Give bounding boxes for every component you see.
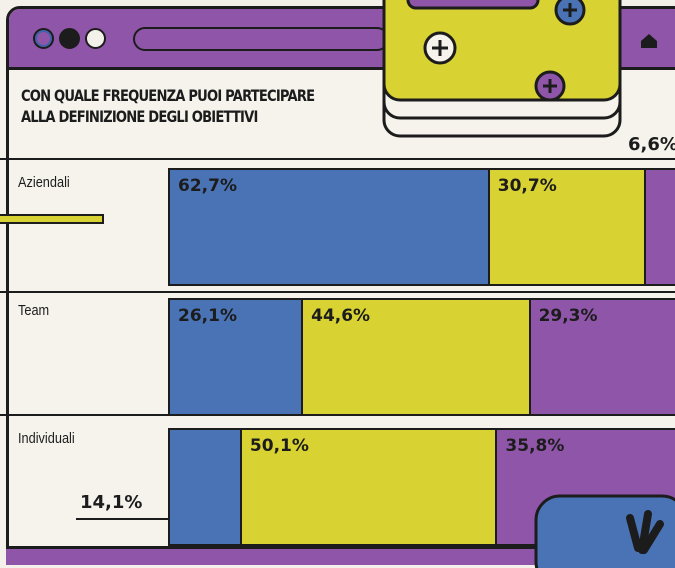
- data-label: 30,7%: [497, 176, 557, 196]
- data-label: 35,8%: [505, 436, 565, 456]
- label-leader-line: [626, 158, 675, 160]
- bar-segment: 62,7%: [170, 170, 490, 284]
- data-label: 44,6%: [311, 306, 371, 326]
- data-label: 26,1%: [178, 306, 237, 326]
- bar-segment: 44,6%: [303, 300, 531, 414]
- bar-segment: 50,1%: [241, 430, 498, 544]
- stacked-bar: 26,1% 44,6% 29,3%: [168, 298, 675, 416]
- data-label: 62,7%: [178, 176, 237, 196]
- category-label: Aziendali: [18, 174, 70, 191]
- plus-icon[interactable]: [423, 31, 457, 65]
- plus-icon[interactable]: [554, 0, 586, 26]
- bar-segment: [646, 170, 675, 284]
- data-label: 29,3%: [538, 306, 598, 326]
- chart-title-line-1: CON QUALE FREQUENZA PUOI PARTECIPARE: [21, 86, 315, 105]
- category-label: Team: [18, 302, 50, 319]
- plus-icon[interactable]: [534, 70, 566, 102]
- bar-segment: 30,7%: [489, 170, 647, 284]
- row-divider: [0, 158, 675, 160]
- app-window-illustration: [382, 0, 622, 138]
- data-label: 50,1%: [249, 436, 309, 456]
- window-dot-black[interactable]: [59, 28, 80, 49]
- bar-segment: 26,1%: [170, 300, 304, 414]
- bottom-band: [6, 546, 675, 565]
- spark-illustration: [534, 494, 675, 568]
- window-dot-purple[interactable]: [33, 28, 54, 49]
- window-dot-white[interactable]: [85, 28, 106, 49]
- stacked-bar: 62,7% 30,7%: [168, 168, 675, 286]
- category-label: Individuali: [18, 430, 75, 447]
- chart-title: CON QUALE FREQUENZA PUOI PARTECIPARE ALL…: [21, 85, 315, 127]
- chart-title-line-2: ALLA DEFINIZIONE DEGLI OBIETTIVI: [21, 107, 258, 126]
- label-leader-line: [76, 518, 170, 520]
- bar-segment: 29,3%: [530, 300, 675, 414]
- decorative-tab: [0, 214, 104, 224]
- address-bar[interactable]: [133, 27, 389, 51]
- bar-segment: [170, 430, 242, 544]
- data-label: 6,6%: [628, 134, 675, 155]
- data-label: 14,1%: [80, 492, 143, 513]
- row-divider: [0, 291, 675, 293]
- home-icon[interactable]: [639, 33, 659, 49]
